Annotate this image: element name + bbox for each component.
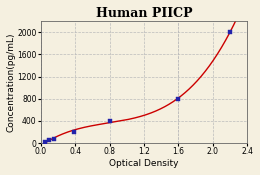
Title: Human PIICP: Human PIICP	[96, 7, 192, 20]
Point	[72, 131, 76, 133]
X-axis label: Optical Density: Optical Density	[109, 159, 179, 168]
Point	[108, 120, 112, 122]
Point	[52, 137, 56, 140]
Point	[47, 139, 51, 142]
Point	[176, 97, 180, 100]
Y-axis label: Concentration(pg/mL): Concentration(pg/mL)	[7, 32, 16, 132]
Point	[43, 141, 47, 143]
Point	[228, 31, 232, 34]
